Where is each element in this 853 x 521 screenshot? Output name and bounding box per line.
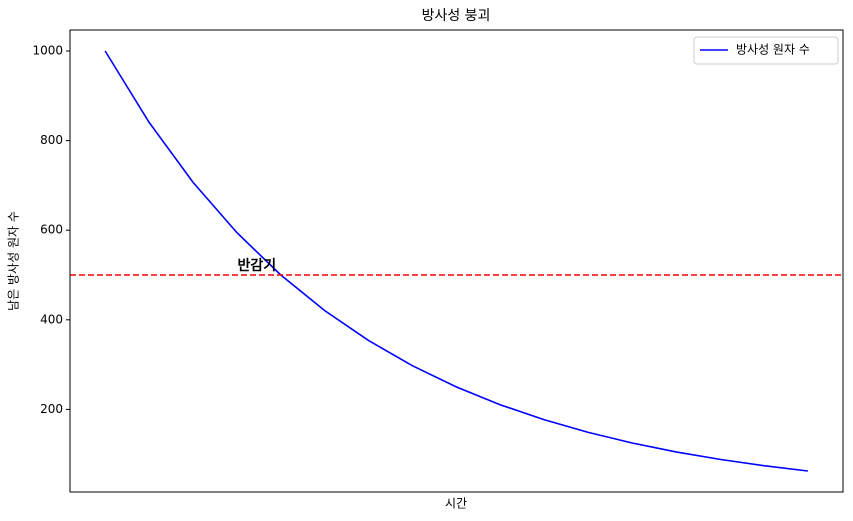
y-tick-label: 200	[40, 402, 63, 416]
y-tick-label: 1000	[32, 44, 63, 58]
legend-label: 방사성 원자 수	[736, 43, 810, 57]
plot-frame	[69, 29, 844, 493]
data-line	[104, 50, 808, 472]
chart-title: 방사성 붕괴	[422, 8, 491, 24]
y-tick-label: 400	[40, 312, 63, 326]
x-axis-label: 시간	[445, 497, 467, 511]
y-tick-label: 600	[40, 223, 63, 237]
annotation: 반감기	[237, 257, 276, 274]
y-axis-label: 남은 방사성 원자 수	[7, 211, 21, 311]
y-tick-label: 800	[40, 133, 63, 147]
legend-box	[693, 36, 839, 65]
